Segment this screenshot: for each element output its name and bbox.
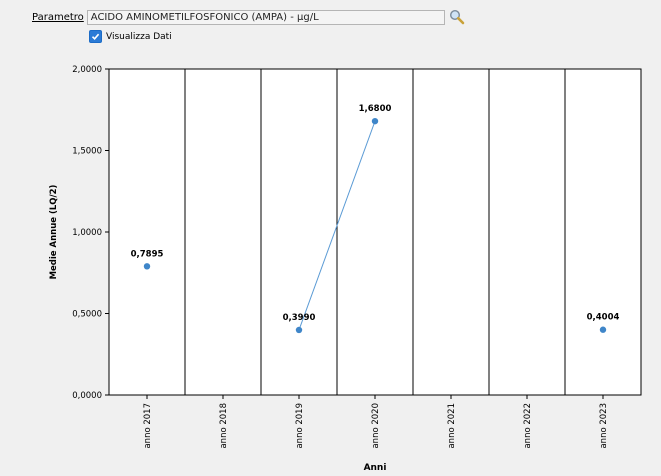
y-tick-label: 0,0000 [72, 391, 102, 401]
parameter-link[interactable]: Parametro [32, 11, 84, 23]
parameter-field[interactable]: ACIDO AMINOMETILFOSFONICO (AMPA) - µg/L [86, 9, 445, 25]
y-tick-label: 2,0000 [72, 65, 102, 75]
series-line [298, 120, 376, 331]
x-axis-title: Anni [364, 463, 387, 473]
data-point[interactable] [295, 326, 303, 334]
x-tick-label: anno 2020 [371, 403, 381, 449]
x-tick-label: anno 2022 [523, 403, 533, 449]
show-data-label: Visualizza Dati [106, 31, 172, 42]
show-data-row: Visualizza Dati [89, 30, 172, 43]
show-data-checkbox[interactable] [89, 30, 102, 43]
x-tick-label: anno 2023 [599, 403, 609, 449]
data-label: 0,3990 [283, 313, 316, 323]
plot-area [108, 68, 642, 396]
annual-means-chart: 0,0000 0,5000 1,0000 1,5000 2,0000 anno 2017… [49, 65, 642, 473]
data-point[interactable] [143, 263, 151, 270]
y-tick-label: 0,5000 [72, 310, 102, 320]
data-point[interactable] [599, 326, 607, 333]
data-point[interactable] [371, 117, 379, 125]
data-label: 0,4004 [587, 313, 620, 323]
x-tick-label: anno 2021 [447, 403, 457, 449]
check-icon [91, 33, 100, 40]
x-tick-label: anno 2017 [143, 403, 153, 449]
x-tick-label: anno 2018 [219, 403, 229, 449]
data-label: 0,7895 [131, 249, 164, 259]
data-label: 1,6800 [359, 104, 392, 114]
y-tick-label: 1,5000 [72, 147, 102, 157]
y-axis-title: Medie Annue (LQ/2) [49, 184, 59, 279]
parameter-row: Parametro ACIDO AMINOMETILFOSFONICO (AMP… [32, 8, 465, 26]
x-tick-label: anno 2019 [295, 403, 305, 449]
magnifier-icon[interactable] [449, 9, 465, 25]
parameter-value: ACIDO AMINOMETILFOSFONICO (AMPA) - µg/L [90, 11, 319, 23]
y-tick-label: 1,0000 [72, 228, 102, 238]
